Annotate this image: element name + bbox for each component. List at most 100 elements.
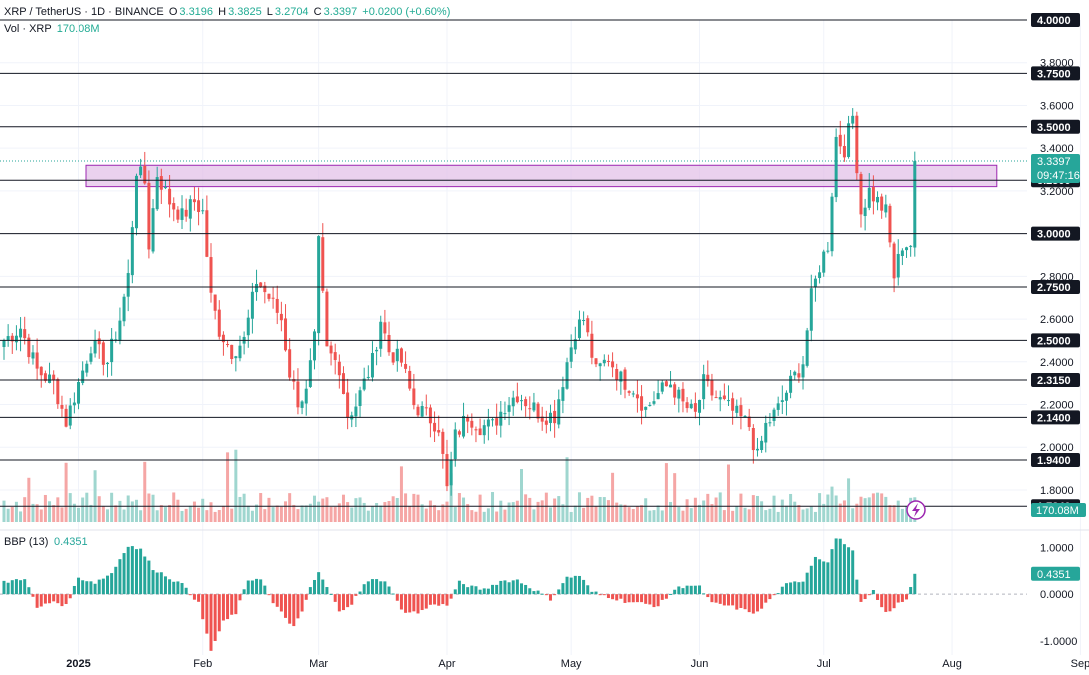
candle-body <box>267 293 271 299</box>
candle-body <box>159 176 163 190</box>
candle-body <box>673 384 677 398</box>
volume-bar <box>416 494 420 522</box>
volume-bar <box>532 509 536 522</box>
candle-body <box>515 396 519 403</box>
candle-body <box>325 291 329 347</box>
bbp-bar <box>569 577 573 595</box>
level-badge-label: 2.3150 <box>1037 375 1071 387</box>
bbp-bar <box>163 576 167 595</box>
price-tick-label: 3.2000 <box>1040 186 1074 198</box>
bbp-bar <box>192 594 196 600</box>
volume-bar <box>780 499 784 522</box>
bbp-bar <box>656 594 660 607</box>
candle-body <box>68 405 72 426</box>
candle-body <box>101 342 105 365</box>
bbp-bar <box>648 594 652 605</box>
bbp-tick-label: 0.0000 <box>1040 589 1074 601</box>
candle-body <box>151 208 155 252</box>
bbp-bar <box>238 594 242 601</box>
candle-body <box>288 349 292 378</box>
candle-body <box>462 415 466 437</box>
volume-bar <box>346 502 350 522</box>
volume-bar <box>19 511 23 522</box>
volume-bar <box>106 509 109 522</box>
bbp-bar <box>433 594 437 605</box>
bbp-bar <box>151 570 155 595</box>
volume-bar <box>511 502 515 522</box>
bbp-bar <box>39 594 43 607</box>
bbp-bar <box>250 580 254 595</box>
bbp-bar <box>909 587 913 595</box>
volume-bar <box>93 470 97 522</box>
volume-bar <box>627 507 631 522</box>
volume-bar <box>739 493 743 522</box>
volume-bar <box>693 497 697 522</box>
candle-body <box>594 358 598 365</box>
bbp-bar <box>751 594 755 614</box>
bbp-bar <box>478 589 482 595</box>
x-axis-label: May <box>561 658 582 670</box>
volume-bar <box>801 509 805 522</box>
candle-body <box>453 429 457 460</box>
bbp-bar <box>813 556 817 595</box>
volume-bar <box>735 506 739 522</box>
candle-body <box>478 428 482 436</box>
level-badge-label: 2.5000 <box>1037 335 1071 347</box>
bbp-bar <box>602 594 606 596</box>
bbp-bar <box>727 594 730 606</box>
volume-label[interactable]: Vol · XRP <box>4 23 52 35</box>
candle-body <box>366 376 370 378</box>
volume-bar <box>383 502 387 522</box>
candle-body <box>656 393 660 400</box>
volume-bar <box>284 501 288 522</box>
bbp-bar <box>221 594 225 621</box>
volume-bar <box>226 452 230 522</box>
volume-bar <box>143 461 147 522</box>
candle-body <box>180 208 184 220</box>
candle-body <box>114 339 118 341</box>
volume-bar <box>197 507 201 522</box>
bbp-bar <box>486 588 490 595</box>
volume-bar <box>486 508 490 522</box>
candle-body <box>520 400 523 402</box>
candle-body <box>221 334 225 343</box>
bbp-bar <box>399 594 403 610</box>
volume-bar <box>768 508 772 522</box>
bbp-bar <box>43 594 47 604</box>
candle-body <box>246 317 250 336</box>
bbp-bar <box>685 585 689 595</box>
volume-bar <box>656 505 660 522</box>
volume-bar <box>362 502 366 522</box>
candle-body <box>424 407 428 409</box>
volume-bar <box>325 497 329 522</box>
volume-bar <box>503 509 507 522</box>
level-badge-label: 2.1400 <box>1037 412 1071 424</box>
bbp-bar <box>606 594 610 599</box>
symbol-title[interactable]: XRP / TetherUS · 1D · BINANCE <box>4 6 164 18</box>
volume-bar <box>441 504 445 522</box>
bbp-bar <box>565 576 569 595</box>
bbp-bar <box>52 594 56 602</box>
candle-body <box>909 245 913 247</box>
bbp-bar <box>644 594 648 604</box>
volume-bar <box>648 510 652 522</box>
volume-bar <box>48 501 52 522</box>
bbp-bar <box>884 594 888 612</box>
candle-body <box>395 348 399 362</box>
bbp-bar <box>880 594 884 608</box>
bbp-bar <box>896 594 900 603</box>
bbp-bar <box>313 579 316 595</box>
bbp-bar <box>797 582 801 595</box>
countdown-label: 09:47:16 <box>1037 170 1080 182</box>
candle-body <box>437 430 441 433</box>
bbp-bar <box>375 579 379 595</box>
volume-bar <box>230 508 234 522</box>
volume-bar <box>727 464 730 522</box>
volume-bar <box>168 504 172 522</box>
candle-body <box>511 397 515 407</box>
volume-bar <box>573 505 577 522</box>
bbp-bar <box>619 594 623 599</box>
volume-bar <box>669 501 673 522</box>
volume-bar <box>884 496 888 522</box>
